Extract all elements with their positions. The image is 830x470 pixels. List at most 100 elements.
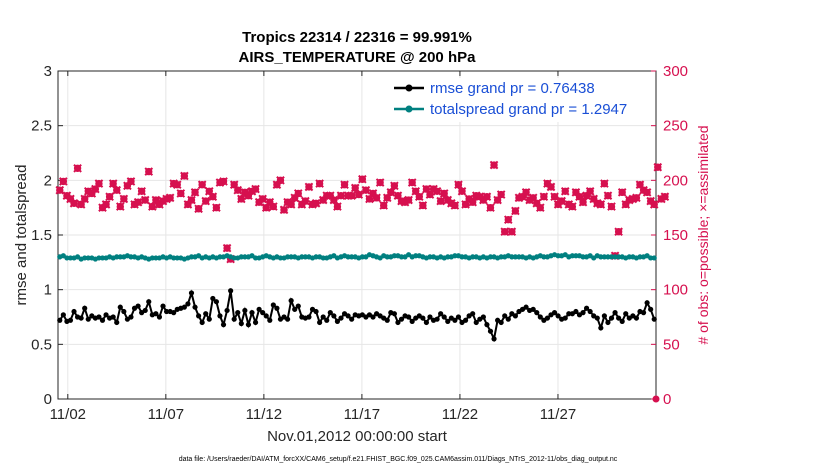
totalspread-point <box>608 254 615 260</box>
totalspread-point <box>99 255 106 261</box>
obs-assimilated-marker <box>219 177 228 186</box>
rmse-point <box>213 299 219 305</box>
left-tick-label: 3 <box>44 63 52 80</box>
right-tick-label: 200 <box>663 172 688 189</box>
totalspread-point <box>541 254 547 260</box>
obs-assimilated-marker <box>454 180 463 190</box>
obs-assimilated-marker <box>333 202 342 211</box>
obs-assimilated-marker <box>390 181 399 191</box>
rmse-point <box>523 304 529 310</box>
totalspread-point <box>64 255 70 261</box>
rmse-point <box>612 310 618 316</box>
rmse-point <box>96 314 102 320</box>
obs-assimilated-marker <box>190 188 200 197</box>
obs-assimilated-marker <box>375 178 385 187</box>
x-axis-label: Nov.01,2012 00:00:00 start <box>267 428 448 445</box>
totalspread-point <box>153 255 159 261</box>
totalspread-point <box>612 254 618 260</box>
left-axis-ticks: 0 0.5 1 1.5 2 2.5 3 <box>31 63 63 408</box>
left-tick-label: 1.5 <box>31 227 52 244</box>
rmse-point <box>534 310 540 316</box>
rmse-point <box>640 310 647 316</box>
rmse-point <box>85 316 91 322</box>
rmse-point <box>57 317 63 323</box>
totalspread-point <box>637 254 643 260</box>
rmse-point <box>185 301 191 307</box>
left-tick-label: 1 <box>44 282 52 299</box>
obs-assimilated-marker <box>557 196 566 206</box>
rmse-point <box>616 315 622 321</box>
totalspread-point <box>509 254 515 260</box>
obs-assimilated-marker <box>180 171 189 181</box>
obs-assimilated-marker <box>55 185 65 195</box>
totalspread-point <box>616 254 622 260</box>
rmse-point <box>313 308 319 315</box>
rmse-point <box>292 306 298 312</box>
legend-rmse-marker <box>405 84 413 92</box>
obs-assimilated-marker <box>133 197 143 207</box>
obs-assimilated-marker <box>148 202 157 211</box>
totalspread-point <box>284 254 291 260</box>
totalspread-point <box>188 254 195 260</box>
totalspread-point <box>252 255 259 261</box>
right-tick-label: 300 <box>663 63 688 80</box>
obs-assimilated-marker <box>653 162 663 172</box>
rmse-point <box>423 319 430 326</box>
chart-title-line1: Tropics 22314 / 22316 = 99.991% <box>242 29 472 46</box>
totalspread-point <box>626 254 632 260</box>
obs-assimilated-marker <box>546 182 556 192</box>
obs-assimilated-marker <box>404 195 413 205</box>
rmse-point <box>121 308 127 315</box>
legend-rmse-label: rmse grand pr = 0.76438 <box>430 80 595 97</box>
totalspread-point <box>648 255 654 261</box>
obs-assimilated-marker <box>386 188 396 197</box>
rmse-point <box>231 316 237 322</box>
totalspread-point <box>580 254 586 260</box>
obs-assimilated-marker <box>329 195 339 205</box>
obs-assimilated-marker <box>568 202 577 211</box>
totalspread-point <box>651 255 657 261</box>
rmse-point <box>210 295 216 302</box>
totalspread-point <box>605 254 611 260</box>
rmse-point <box>252 319 259 326</box>
legend-box <box>390 78 652 122</box>
obs-assimilated-marker <box>496 190 506 199</box>
rmse-point <box>587 308 593 315</box>
left-tick-label: 0 <box>44 391 52 408</box>
totalspread-point <box>231 255 237 261</box>
rmse-point <box>605 319 611 326</box>
obs-assimilated-marker <box>69 198 79 208</box>
obs-assimilated-marker <box>204 186 214 196</box>
rmse-point <box>235 310 241 316</box>
rmse-point <box>349 316 355 322</box>
obs-assimilated-marker <box>94 179 104 188</box>
obs-assimilated-marker <box>201 196 211 206</box>
obs-assimilated-marker <box>418 201 428 210</box>
rmse-point <box>78 315 84 321</box>
totalspread-point <box>128 254 134 260</box>
obs-assimilated-marker <box>575 192 584 202</box>
rmse-point <box>480 314 486 320</box>
obs-assimilated-marker <box>425 190 435 199</box>
legend-spread-label: totalspread grand pr = 1.2947 <box>430 101 627 118</box>
rmse-point <box>110 314 116 320</box>
x-tick-label: 11/07 <box>148 406 184 423</box>
obs-assimilated-marker <box>614 227 623 237</box>
x-axis-ticks: 11/02 11/07 11/12 11/17 11/22 11/27 <box>50 71 576 423</box>
obs-assimilated-marker <box>560 186 570 196</box>
rmse-point <box>217 313 223 319</box>
rmse-point <box>608 315 615 321</box>
rmse-point <box>462 317 469 323</box>
rmse-point <box>601 313 607 319</box>
gridlines <box>58 71 656 399</box>
rmse-point <box>633 315 640 321</box>
totalspread-point <box>96 255 102 261</box>
obs-assimilated-marker <box>393 191 403 200</box>
totalspread-point <box>82 255 88 261</box>
rmse-point <box>338 315 344 321</box>
totalspread-point <box>384 254 390 260</box>
rmse-point <box>206 316 212 322</box>
chart-title-line2: AIRS_TEMPERATURE @ 200 hPa <box>239 49 477 66</box>
obs-assimilated-marker <box>461 200 470 209</box>
